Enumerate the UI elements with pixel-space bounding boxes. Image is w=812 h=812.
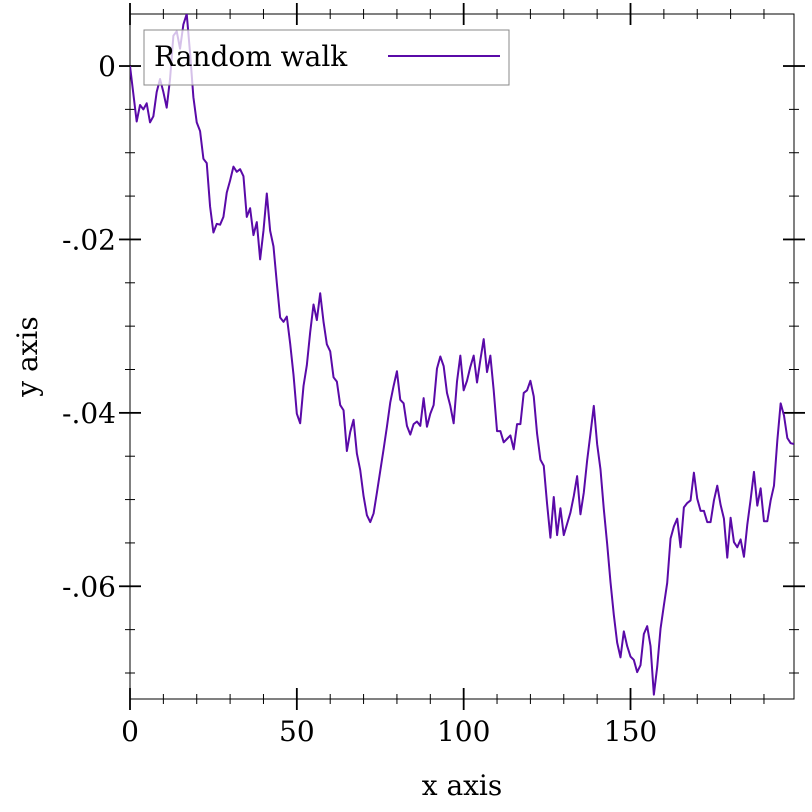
series-layer (130, 14, 794, 696)
plot-frame (129, 13, 795, 700)
x-tick-label: 50 (279, 715, 315, 748)
x-tick-label: 100 (437, 715, 490, 748)
y-tick-label: 0 (98, 50, 116, 83)
legend: Random walk (143, 29, 510, 86)
y-axis-ticks: 0 -.02 -.04 -.06 (62, 50, 805, 674)
plot-area-border (129, 13, 795, 700)
x-tick-label: 0 (121, 715, 139, 748)
y-tick-label: -.04 (62, 397, 116, 430)
x-axis-label: x axis (422, 769, 503, 802)
series-line-random-walk (130, 14, 794, 696)
x-axis-ticks: 0 50 100 150 (121, 3, 765, 748)
y-axis-label: y axis (11, 316, 44, 398)
x-tick-label: 150 (604, 715, 657, 748)
y-tick-label: -.02 (62, 223, 116, 256)
legend-box (143, 29, 510, 86)
legend-entry-label: Random walk (154, 40, 348, 73)
y-tick-label: -.06 (62, 570, 116, 603)
